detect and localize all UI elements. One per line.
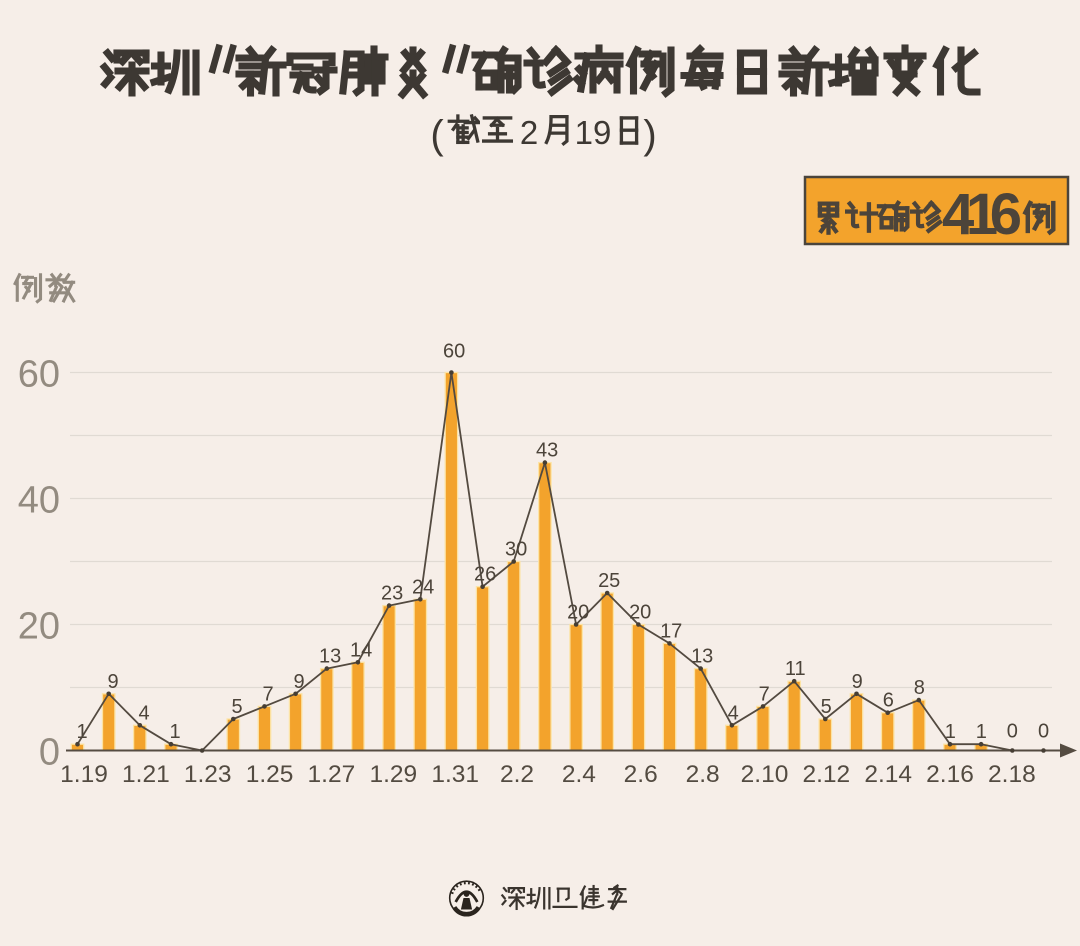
svg-text:1.23: 1.23 <box>184 761 232 788</box>
svg-text:5: 5 <box>821 696 832 718</box>
svg-text:13: 13 <box>319 646 341 668</box>
svg-text:1: 1 <box>945 721 956 743</box>
svg-text:7: 7 <box>263 683 274 705</box>
svg-text:1.21: 1.21 <box>122 761 170 788</box>
svg-text:2.6: 2.6 <box>624 761 658 788</box>
svg-text:6: 6 <box>883 690 894 712</box>
svg-text:9: 9 <box>294 671 305 693</box>
svg-text:25: 25 <box>598 570 620 592</box>
svg-text:1.25: 1.25 <box>246 761 294 788</box>
svg-text:9: 9 <box>107 671 118 693</box>
svg-text:20: 20 <box>567 602 589 624</box>
svg-text:1: 1 <box>169 721 180 743</box>
svg-text:): ) <box>643 113 656 157</box>
svg-text:1.31: 1.31 <box>431 761 479 788</box>
svg-text:(: ( <box>430 113 444 157</box>
svg-text:2: 2 <box>520 114 538 151</box>
svg-text:0: 0 <box>1038 721 1049 743</box>
svg-text:13: 13 <box>691 646 713 668</box>
svg-text:40: 40 <box>18 479 60 521</box>
svg-text:2.10: 2.10 <box>741 761 789 788</box>
svg-text:60: 60 <box>18 353 60 395</box>
svg-text:0: 0 <box>39 731 60 773</box>
svg-text:0: 0 <box>1007 721 1018 743</box>
svg-text:43: 43 <box>536 440 558 462</box>
svg-text:4: 4 <box>138 702 149 724</box>
svg-text:60: 60 <box>443 341 465 363</box>
svg-text:7: 7 <box>759 683 770 705</box>
svg-text:20: 20 <box>629 602 651 624</box>
svg-text:30: 30 <box>505 539 527 561</box>
svg-text:24: 24 <box>412 576 434 598</box>
svg-text:8: 8 <box>914 677 925 699</box>
svg-text:2.18: 2.18 <box>988 761 1036 788</box>
svg-text:2.16: 2.16 <box>926 761 974 788</box>
svg-text:19: 19 <box>575 114 612 151</box>
svg-text:1: 1 <box>76 721 87 743</box>
svg-text:9: 9 <box>852 671 863 693</box>
svg-text:1.29: 1.29 <box>369 761 417 788</box>
svg-text:2.14: 2.14 <box>864 761 912 788</box>
svg-text:2.2: 2.2 <box>500 761 534 788</box>
svg-text:11: 11 <box>785 658 806 680</box>
svg-text:1.19: 1.19 <box>60 761 108 788</box>
svg-text:23: 23 <box>381 583 403 605</box>
svg-text:5: 5 <box>232 696 243 718</box>
svg-text:1: 1 <box>976 721 987 743</box>
svg-text:1.27: 1.27 <box>308 761 356 788</box>
svg-text:2.8: 2.8 <box>686 761 720 788</box>
svg-text:4: 4 <box>728 702 739 724</box>
svg-text:26: 26 <box>474 564 496 586</box>
svg-text:416: 416 <box>942 182 1022 247</box>
svg-text:14: 14 <box>350 639 372 661</box>
svg-text:2.4: 2.4 <box>562 761 596 788</box>
svg-text:20: 20 <box>18 605 60 647</box>
svg-text:2.12: 2.12 <box>802 761 850 788</box>
svg-text:17: 17 <box>660 620 682 642</box>
